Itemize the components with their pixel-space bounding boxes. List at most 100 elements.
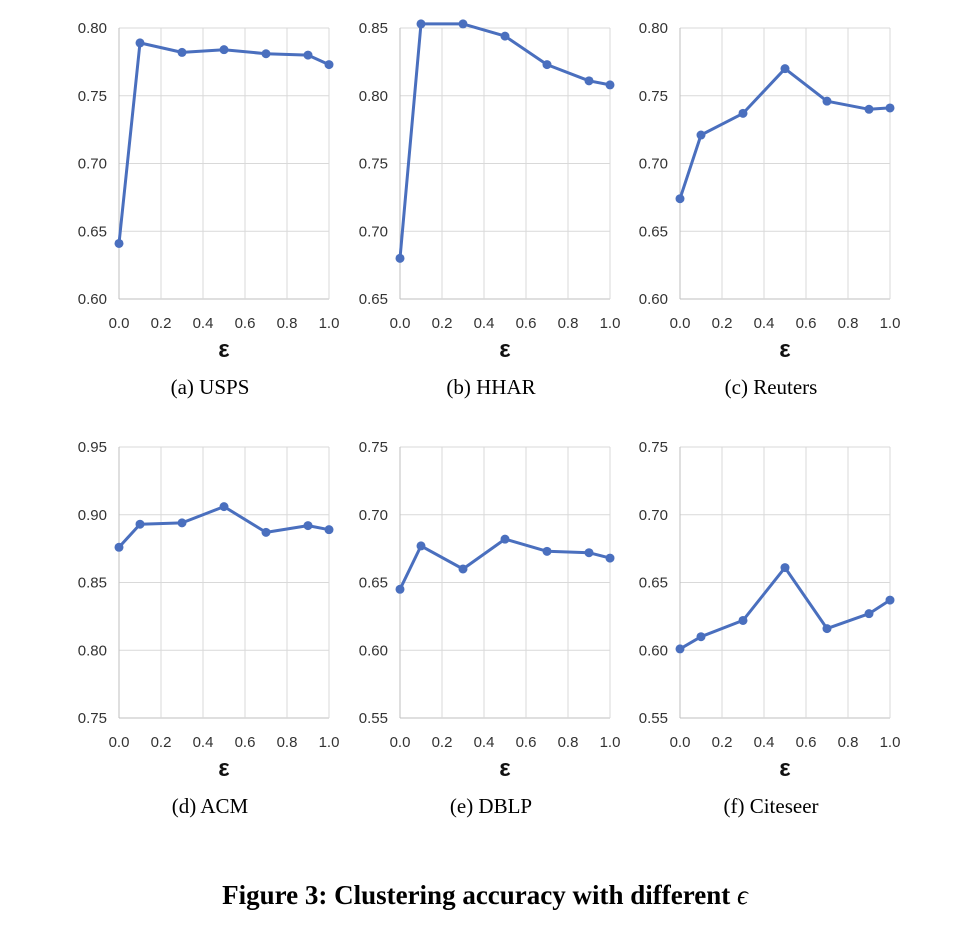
data-point	[177, 518, 187, 528]
data-point	[605, 80, 615, 90]
data-point	[584, 76, 594, 86]
x-tick-label: 0.0	[390, 315, 411, 332]
data-point	[416, 19, 426, 29]
x-tick-label: 0.4	[193, 315, 214, 332]
data-point	[864, 609, 874, 619]
x-tick-label: 0.6	[235, 734, 256, 751]
data-point	[542, 60, 552, 70]
data-point	[395, 584, 405, 594]
series-line	[398, 537, 611, 590]
data-point	[738, 108, 748, 118]
data-point	[458, 564, 468, 574]
chart-panel-2: 0.60 0.65 0.70 0.75 0.80 0.0 0.2 0.4 0.6 0.8 1.0 ε (…	[639, 20, 901, 399]
y-tick-label: 0.60	[639, 291, 668, 308]
data-point	[324, 60, 334, 70]
y-tick-label: 0.80	[78, 642, 107, 659]
x-tick-label: 0.8	[838, 734, 859, 751]
y-tick-label: 0.75	[639, 88, 668, 105]
data-point	[605, 553, 615, 563]
figure-caption-symbol: ϵ	[737, 880, 748, 910]
data-point	[219, 502, 229, 512]
chart-panel-3: 0.75 0.80 0.85 0.90 0.95 0.0 0.2 0.4 0.6 0.8 1.0 ε (…	[78, 439, 340, 818]
data-point	[885, 595, 895, 605]
data-point	[780, 563, 790, 573]
chart-panel-5: 0.55 0.60 0.65 0.70 0.75 0.0 0.2 0.4 0.6 0.8 1.0 ε (…	[639, 439, 901, 818]
y-tick-label: 0.75	[78, 710, 107, 727]
x-tick-label: 1.0	[880, 734, 901, 751]
y-tick-label: 0.75	[359, 439, 388, 456]
x-tick-label: 0.2	[151, 734, 172, 751]
subfigure-caption: (b) HHAR	[446, 375, 535, 399]
y-tick-label: 0.60	[639, 642, 668, 659]
data-point	[780, 64, 790, 74]
x-tick-label: 0.0	[670, 734, 691, 751]
x-tick-label: 0.8	[558, 734, 579, 751]
x-tick-label: 1.0	[319, 315, 340, 332]
figure-caption-text: Figure 3: Clustering accuracy with diffe…	[222, 880, 731, 910]
figure-caption: Figure 3: Clustering accuracy with diffe…	[0, 880, 970, 911]
y-tick-label: 0.95	[78, 439, 107, 456]
y-tick-label: 0.75	[78, 88, 107, 105]
y-tick-label: 0.55	[359, 710, 388, 727]
x-tick-label: 0.2	[151, 315, 172, 332]
x-tick-label: 0.4	[474, 315, 495, 332]
x-axis-label: ε	[779, 336, 790, 363]
x-axis-label: ε	[499, 755, 510, 782]
data-point	[261, 49, 271, 59]
x-tick-label: 0.2	[432, 315, 453, 332]
x-tick-label: 0.2	[712, 315, 733, 332]
series-line	[117, 505, 330, 549]
data-point	[696, 632, 706, 642]
data-point	[584, 548, 594, 558]
y-tick-label: 0.70	[78, 156, 107, 173]
subfigure-caption: (a) USPS	[171, 375, 250, 399]
x-axis-label: ε	[218, 336, 229, 363]
y-tick-label: 0.65	[359, 291, 388, 308]
x-tick-label: 0.0	[390, 734, 411, 751]
data-point	[500, 534, 510, 544]
data-point	[864, 104, 874, 114]
x-tick-label: 0.8	[277, 734, 298, 751]
x-tick-label: 0.2	[432, 734, 453, 751]
chart-panel-1: 0.65 0.70 0.75 0.80 0.85 0.0 0.2 0.4 0.6 0.8 1.0 ε (…	[359, 19, 620, 399]
y-tick-label: 0.70	[639, 507, 668, 524]
x-tick-label: 0.4	[754, 315, 775, 332]
x-tick-label: 1.0	[319, 734, 340, 751]
x-axis-label: ε	[218, 755, 229, 782]
y-tick-label: 0.55	[639, 710, 668, 727]
x-tick-label: 0.8	[558, 315, 579, 332]
data-point	[135, 519, 145, 529]
y-tick-label: 0.85	[78, 575, 107, 592]
subfigure-caption: (f) Citeseer	[723, 794, 818, 818]
x-tick-label: 0.8	[277, 315, 298, 332]
chart-panel-4: 0.55 0.60 0.65 0.70 0.75 0.0 0.2 0.4 0.6 0.8 1.0 ε (…	[359, 439, 621, 818]
y-tick-label: 0.60	[359, 642, 388, 659]
y-tick-label: 0.80	[359, 88, 388, 105]
data-point	[114, 542, 124, 552]
data-point	[542, 546, 552, 556]
data-point	[738, 615, 748, 625]
data-point	[675, 194, 685, 204]
data-point	[675, 644, 685, 654]
chart-panel-0: 0.60 0.65 0.70 0.75 0.80 0.0 0.2 0.4 0.6 0.8 1.0 ε (…	[78, 20, 340, 399]
y-tick-label: 0.90	[78, 507, 107, 524]
x-tick-label: 0.0	[109, 734, 130, 751]
y-tick-label: 0.80	[78, 20, 107, 37]
x-tick-label: 0.8	[838, 315, 859, 332]
y-tick-label: 0.65	[78, 223, 107, 240]
subfigure-caption: (e) DBLP	[450, 794, 532, 818]
data-point	[114, 238, 124, 248]
data-point	[416, 541, 426, 551]
x-tick-label: 1.0	[600, 734, 621, 751]
x-tick-label: 0.6	[796, 734, 817, 751]
data-point	[696, 130, 706, 140]
x-tick-label: 0.4	[754, 734, 775, 751]
data-point	[135, 38, 145, 48]
data-point	[885, 103, 895, 113]
series-line	[678, 67, 891, 200]
x-tick-label: 0.6	[796, 315, 817, 332]
subfigure-caption: (c) Reuters	[725, 375, 818, 399]
series-line	[117, 41, 330, 244]
data-point	[500, 31, 510, 41]
